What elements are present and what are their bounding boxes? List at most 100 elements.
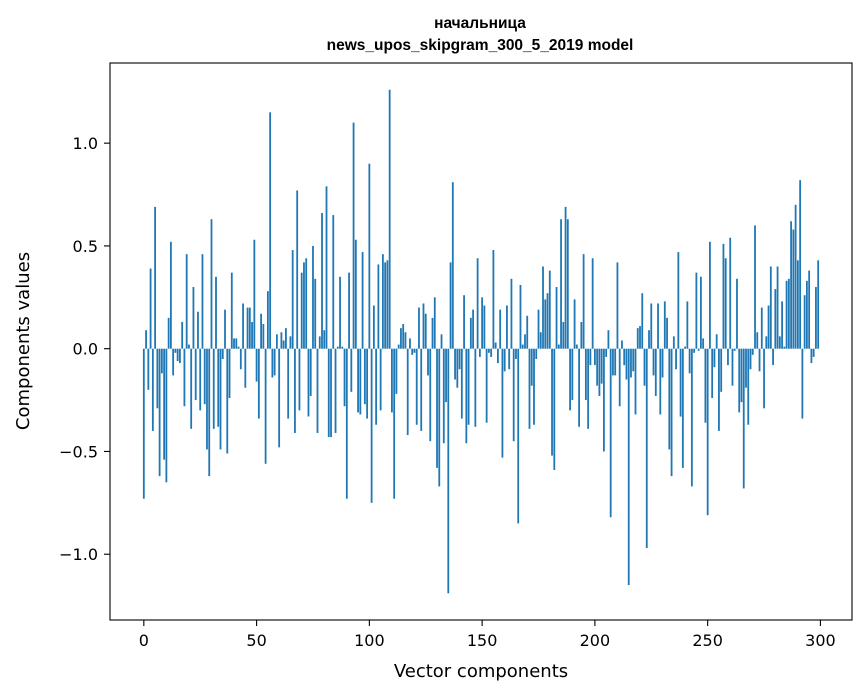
bar <box>409 338 411 349</box>
bar <box>334 348 337 433</box>
bar <box>456 348 459 388</box>
bar <box>291 250 294 349</box>
bar <box>636 328 639 349</box>
bar <box>481 297 484 349</box>
bar <box>402 324 405 349</box>
bar <box>760 307 763 349</box>
bar <box>506 305 508 349</box>
bar <box>603 348 605 452</box>
bar <box>672 336 675 349</box>
bar <box>643 348 646 386</box>
bar <box>312 245 314 349</box>
bar <box>539 332 542 349</box>
bar <box>463 295 465 349</box>
bar <box>210 219 213 349</box>
bar <box>548 270 551 349</box>
bar <box>808 270 811 349</box>
y-tick-label: 0.5 <box>73 237 98 256</box>
bar <box>264 348 267 464</box>
bar <box>142 348 145 499</box>
bar <box>553 348 556 470</box>
bar <box>776 266 779 349</box>
bar <box>745 348 747 388</box>
bar <box>569 348 571 411</box>
bar <box>810 348 813 364</box>
plot-frame <box>109 62 853 621</box>
bar <box>454 348 456 380</box>
bar <box>747 348 750 425</box>
bar <box>418 307 420 349</box>
bar <box>262 324 265 349</box>
bar <box>533 348 535 425</box>
bar <box>614 348 617 376</box>
bar <box>681 348 684 468</box>
bar <box>176 348 179 362</box>
bar <box>593 348 596 366</box>
bar <box>695 272 698 349</box>
bar <box>230 272 233 349</box>
bar <box>535 348 538 359</box>
bar <box>731 348 734 386</box>
bar <box>650 303 653 349</box>
bar <box>639 326 641 349</box>
bar <box>167 317 170 349</box>
bar <box>618 348 621 407</box>
bar <box>551 348 553 456</box>
bar <box>697 348 700 351</box>
x-axis-ticks: 0 50 100 150 200 250 300 <box>139 620 836 650</box>
bar <box>718 348 720 431</box>
bar <box>769 266 772 349</box>
bar <box>465 348 468 444</box>
bar <box>393 348 396 499</box>
bar <box>787 278 790 349</box>
bar <box>596 348 599 386</box>
bar <box>571 348 574 401</box>
bar <box>796 260 799 349</box>
bar <box>260 313 262 349</box>
bar <box>544 299 547 349</box>
bar <box>447 348 450 594</box>
bar <box>181 321 184 349</box>
bar <box>197 311 199 349</box>
bar <box>251 321 253 349</box>
bar <box>269 112 272 349</box>
bar <box>242 303 244 349</box>
x-tick-label: 50 <box>246 631 266 650</box>
bar <box>386 260 389 349</box>
bar <box>591 258 594 349</box>
bar <box>546 293 549 349</box>
bar <box>634 348 637 415</box>
bar <box>503 348 506 372</box>
bar <box>275 334 278 349</box>
bar <box>237 346 240 349</box>
x-tick-label: 0 <box>139 631 149 650</box>
bar <box>727 348 729 366</box>
bar <box>449 262 452 349</box>
bar <box>303 262 305 349</box>
bar <box>778 336 781 349</box>
y-tick-label: 0.0 <box>73 340 98 359</box>
bar <box>792 229 795 349</box>
x-tick-label: 300 <box>805 631 836 650</box>
bar <box>406 348 409 436</box>
bar <box>228 348 231 399</box>
bar <box>296 190 299 349</box>
bar <box>490 348 493 357</box>
bar <box>440 334 443 349</box>
bar <box>316 348 319 433</box>
bar <box>215 276 217 349</box>
bar <box>219 348 222 450</box>
bar <box>584 348 587 401</box>
bar <box>309 348 312 396</box>
bar <box>451 182 454 349</box>
bar <box>427 348 429 376</box>
bar <box>323 330 326 349</box>
bar <box>537 309 540 349</box>
bar <box>736 278 738 349</box>
bar <box>483 305 486 349</box>
bar <box>772 348 774 366</box>
bar <box>733 348 736 351</box>
bar <box>557 344 560 349</box>
bar <box>528 348 531 429</box>
